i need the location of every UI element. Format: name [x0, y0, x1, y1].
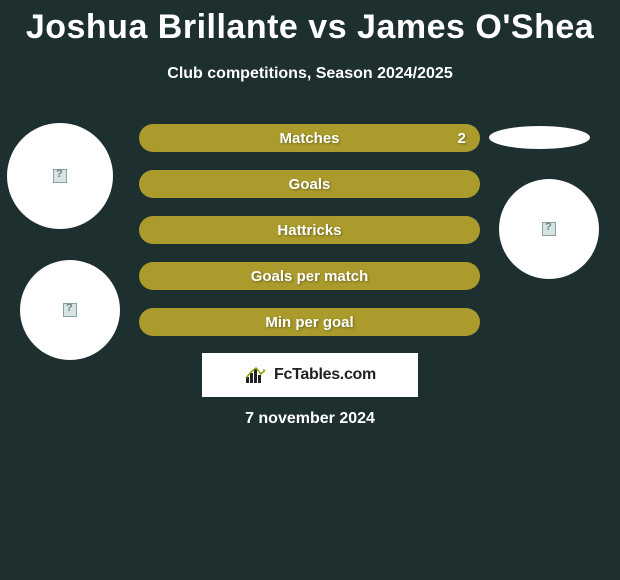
avatar-player-left-2 — [20, 260, 120, 360]
page-title: Joshua Brillante vs James O'Shea — [0, 0, 620, 47]
bars-icon — [244, 365, 268, 385]
image-placeholder-icon — [53, 169, 67, 183]
avatar-player-right — [499, 179, 599, 279]
branding-text: FcTables.com — [274, 366, 376, 384]
stat-row-matches: Matches 2 — [139, 124, 480, 152]
stat-row-mpg: Min per goal — [139, 308, 480, 336]
branding-badge[interactable]: FcTables.com — [202, 353, 418, 397]
subtitle: Club competitions, Season 2024/2025 — [0, 65, 620, 83]
stat-label-mpg: Min per goal — [265, 314, 353, 331]
image-placeholder-icon — [542, 222, 556, 236]
stat-row-gpm: Goals per match — [139, 262, 480, 290]
avatar-player-left-1 — [7, 123, 113, 229]
stats-container: Matches 2 Goals Hattricks Goals per matc… — [139, 124, 480, 354]
club-crest-lozenge — [489, 126, 590, 149]
stat-label-matches: Matches — [279, 130, 339, 147]
image-placeholder-icon — [63, 303, 77, 317]
date-label: 7 november 2024 — [0, 410, 620, 428]
stat-row-hattricks: Hattricks — [139, 216, 480, 244]
stat-right-matches: 2 — [458, 130, 466, 147]
stat-label-goals: Goals — [289, 176, 331, 193]
stat-row-goals: Goals — [139, 170, 480, 198]
stat-label-gpm: Goals per match — [251, 268, 369, 285]
stat-label-hattricks: Hattricks — [277, 222, 341, 239]
